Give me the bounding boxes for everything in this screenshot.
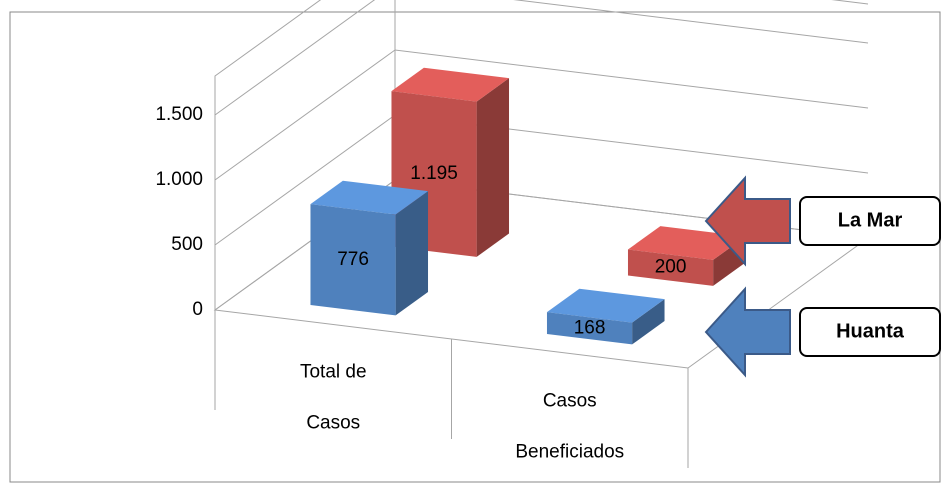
bar: [627, 249, 714, 286]
legend-label: Huanta: [836, 320, 905, 342]
data-label: 168: [574, 317, 606, 338]
bar-side: [632, 299, 665, 345]
y-tick-label: 500: [171, 234, 203, 255]
bar-side: [476, 78, 510, 257]
legend-arrow: [704, 286, 791, 378]
legend-box: [799, 196, 941, 246]
bar-top: [391, 67, 510, 102]
data-label: 776: [337, 249, 369, 270]
bar-top: [310, 180, 429, 215]
y-tick-label: 1.500: [155, 104, 203, 125]
y-tick-label: 1.000: [155, 169, 203, 190]
legend-box: [799, 307, 941, 357]
grid-line: [214, 0, 869, 116]
x-tick-label: Total de: [300, 362, 367, 383]
data-label: 200: [655, 257, 687, 278]
bar-top: [546, 288, 665, 323]
bar-side: [395, 191, 429, 316]
x-tick-label: Casos: [543, 391, 597, 412]
grid-line: [214, 49, 869, 181]
y-tick-label: 0: [192, 299, 203, 320]
legend-arrow: [704, 175, 791, 267]
data-label: 1.195: [410, 163, 458, 184]
x-tick-label: Beneficiados: [515, 442, 624, 463]
wall-edge: [214, 0, 869, 310]
bar: [546, 312, 633, 345]
bar: [310, 204, 396, 316]
bar-top: [627, 226, 746, 260]
legend-label: La Mar: [838, 209, 903, 231]
x-tick-label: Casos: [306, 413, 360, 434]
